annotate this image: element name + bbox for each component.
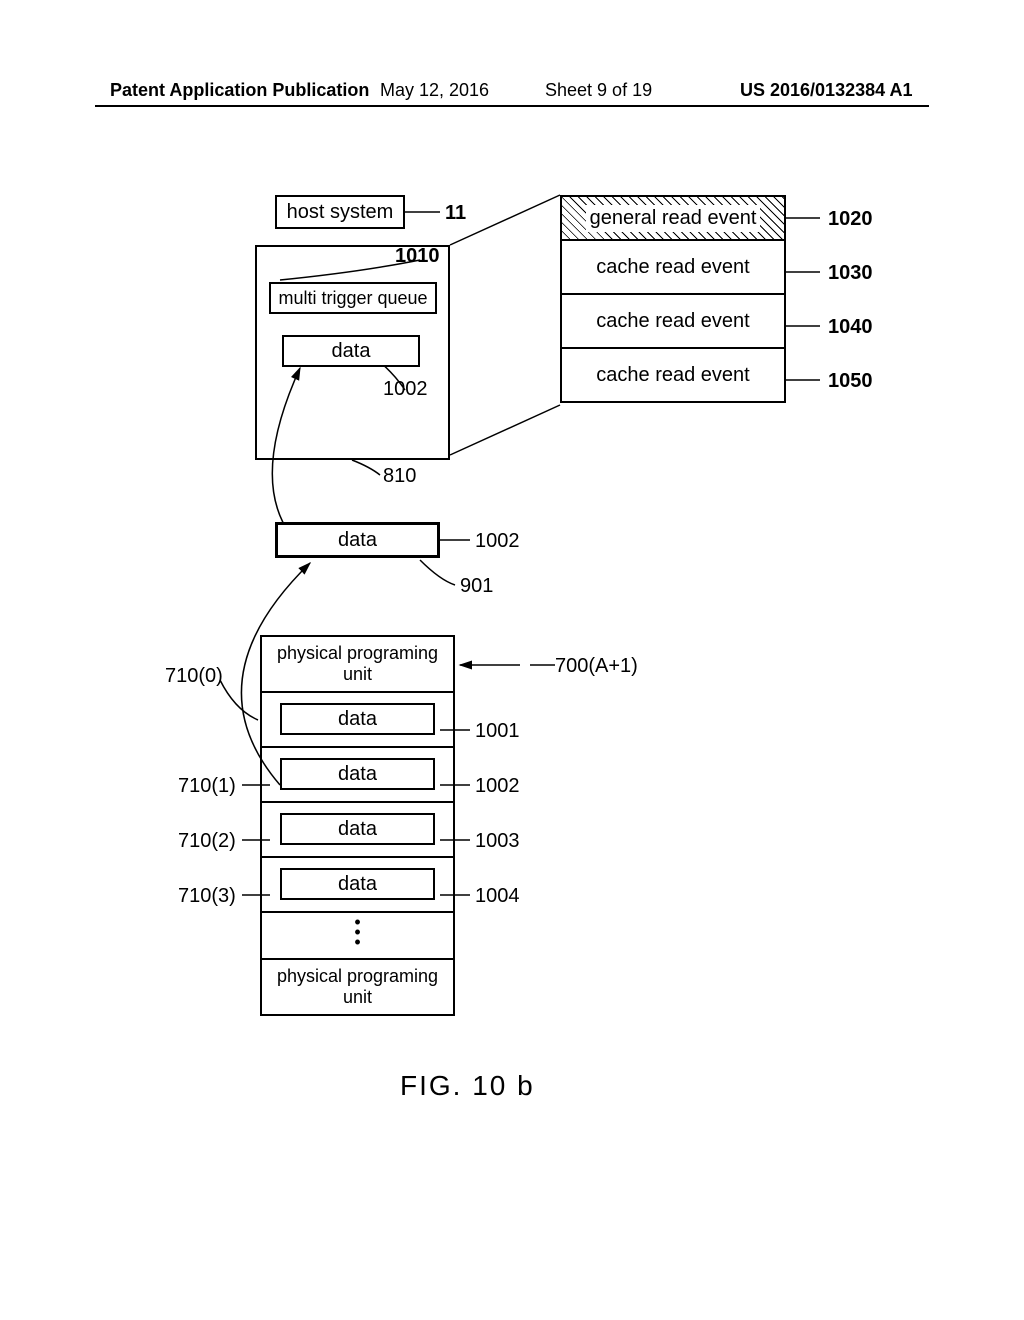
row-1-text: data (338, 763, 377, 786)
row-3-data: data (280, 868, 435, 900)
ref-1002-buffer: 1002 (475, 530, 520, 553)
row-2-data: data (280, 813, 435, 845)
event-cache-3: cache read event (560, 349, 786, 403)
event-1-label: cache read event (596, 256, 749, 279)
row-3: data (262, 858, 453, 913)
ref-1003: 1003 (475, 830, 520, 853)
ref-1020: 1020 (828, 208, 873, 231)
ref-710-0: 710(0) (165, 665, 223, 688)
event-cache-1: cache read event (560, 241, 786, 295)
ppu-top-label: physical programing unit (277, 643, 438, 684)
ppu-bottom: physical programing unit (262, 958, 453, 1014)
row-0: data (262, 693, 453, 748)
figure-caption: FIG. 10 b (400, 1070, 535, 1102)
row-3-text: data (338, 873, 377, 896)
ref-1002-row: 1002 (475, 775, 520, 798)
ref-710-2: 710(2) (178, 830, 236, 853)
row-0-data: data (280, 703, 435, 735)
diagram-connectors (0, 0, 1024, 1320)
event-general-read: general read event (560, 195, 786, 241)
queue-container: multi trigger queue data (255, 245, 450, 460)
ref-1004: 1004 (475, 885, 520, 908)
event-2-label: cache read event (596, 310, 749, 333)
host-system-label: host system (287, 201, 394, 224)
ref-1030: 1030 (828, 262, 873, 285)
row-2: data (262, 803, 453, 858)
event-cache-2: cache read event (560, 295, 786, 349)
ppu-bottom-label: physical programing unit (277, 966, 438, 1007)
ref-710-3: 710(3) (178, 885, 236, 908)
erase-block: physical programing unit data data data … (260, 635, 455, 1016)
buffer-data-box: data (275, 522, 440, 558)
event-0-label: general read event (586, 205, 761, 232)
buffer-data-label: data (338, 529, 377, 552)
row-0-text: data (338, 708, 377, 731)
event-3-label: cache read event (596, 364, 749, 387)
ref-810: 810 (383, 465, 416, 488)
ppu-top: physical programing unit (262, 637, 453, 693)
row-1: data (262, 748, 453, 803)
ref-1040: 1040 (828, 316, 873, 339)
ref-1001: 1001 (475, 720, 520, 743)
event-stack: general read event cache read event cach… (560, 195, 786, 403)
queue-data-label: data (332, 340, 371, 363)
multi-trigger-label: multi trigger queue (278, 288, 427, 309)
ref-11: 11 (445, 202, 466, 225)
queue-data-box: data (282, 335, 420, 367)
ref-901: 901 (460, 575, 493, 598)
row-1-data: data (280, 758, 435, 790)
row-2-text: data (338, 818, 377, 841)
ref-710-1: 710(1) (178, 775, 236, 798)
host-system-box: host system (275, 195, 405, 229)
ref-1002-queue: 1002 (383, 378, 428, 401)
ref-1050: 1050 (828, 370, 873, 393)
ref-700: 700(A+1) (555, 655, 638, 678)
multi-trigger-queue-box: multi trigger queue (269, 282, 437, 314)
ellipsis: ••• (262, 913, 453, 958)
